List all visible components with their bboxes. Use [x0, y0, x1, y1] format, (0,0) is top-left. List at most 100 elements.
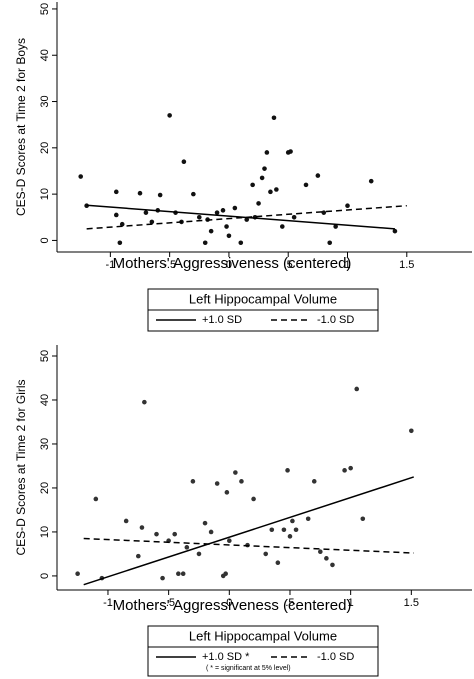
y-tick-label: 30	[39, 438, 51, 450]
point	[271, 115, 277, 121]
point	[303, 182, 309, 188]
point	[244, 217, 250, 222]
point	[142, 399, 147, 405]
x-tick-label: 1.5	[404, 597, 419, 609]
point	[143, 210, 149, 215]
point	[180, 571, 186, 577]
point	[263, 551, 269, 557]
point	[293, 527, 299, 533]
point	[223, 571, 228, 577]
point	[149, 219, 155, 225]
point	[256, 201, 261, 206]
legend-label: -1.0 SD	[317, 651, 354, 663]
y-tick-label: 10	[39, 526, 51, 538]
point	[318, 549, 323, 555]
point	[214, 210, 220, 215]
x-axis-title: Mothers' Aggressiveness (centered)	[113, 255, 352, 272]
point	[348, 465, 353, 471]
point	[190, 479, 196, 484]
x-tick-label: 0	[226, 259, 232, 271]
x-tick-label: 1	[344, 259, 350, 271]
x-axis-title: Mothers' Aggressiveness (centered)	[113, 597, 352, 614]
point	[224, 224, 229, 229]
point	[345, 203, 350, 209]
point	[136, 553, 141, 559]
y-axis-title: CES-D Scores at Time 2 for Girls	[14, 379, 28, 555]
legend-note: ( * = significant at 5% level)	[206, 665, 291, 672]
point	[119, 221, 125, 227]
point	[268, 189, 273, 195]
point	[333, 224, 338, 229]
point	[139, 525, 145, 530]
point	[305, 516, 311, 522]
x-tick-label: -.5	[163, 259, 176, 271]
point	[78, 174, 84, 179]
point	[368, 178, 374, 184]
legend-label: +1.0 SD *	[202, 651, 250, 663]
y-tick-label: 10	[39, 188, 51, 200]
point	[251, 496, 256, 502]
point	[226, 233, 232, 239]
point	[287, 534, 293, 539]
point	[311, 479, 317, 484]
point	[75, 571, 80, 577]
y-tick-label: 20	[39, 482, 51, 494]
point	[208, 228, 214, 234]
point	[202, 240, 208, 246]
point	[93, 496, 99, 502]
point	[321, 210, 327, 215]
legend-label: +1.0 SD	[202, 314, 242, 326]
point	[409, 428, 414, 434]
point	[279, 224, 285, 229]
point	[113, 189, 119, 195]
point	[214, 481, 220, 486]
x-tick-label: 0	[226, 597, 232, 609]
point	[315, 173, 321, 178]
y-tick-label: 50	[39, 3, 51, 15]
point	[181, 159, 187, 165]
point	[238, 240, 244, 246]
point	[324, 556, 329, 561]
point	[157, 192, 163, 198]
x-tick-label: -1	[105, 259, 115, 271]
point	[172, 531, 178, 537]
point	[330, 562, 335, 568]
point	[239, 479, 244, 484]
point	[191, 191, 196, 197]
point	[160, 575, 165, 581]
point	[360, 516, 366, 522]
y-tick-label: 30	[39, 95, 51, 107]
point	[202, 520, 208, 526]
point	[274, 187, 279, 192]
point	[208, 529, 214, 535]
fit-line	[83, 537, 414, 554]
point	[392, 228, 398, 234]
point	[275, 560, 281, 566]
point	[291, 214, 297, 220]
point	[285, 468, 290, 473]
y-tick-label: 20	[39, 142, 51, 154]
point	[196, 551, 202, 557]
point	[354, 386, 360, 392]
point	[196, 214, 202, 220]
point	[184, 545, 190, 550]
y-tick-label: 40	[39, 394, 51, 406]
y-tick-label: 50	[39, 350, 51, 362]
point	[288, 149, 293, 154]
point	[117, 240, 123, 246]
legend-box	[147, 625, 379, 677]
y-axis-title: CES-D Scores at Time 2 for Boys	[14, 38, 28, 216]
point	[224, 490, 230, 495]
y-tick-label: 0	[39, 573, 51, 579]
point	[232, 205, 238, 211]
point	[123, 518, 129, 524]
point	[269, 527, 275, 533]
point	[259, 175, 265, 181]
point	[233, 470, 238, 475]
point	[167, 113, 172, 118]
legend-label: -1.0 SD	[317, 314, 354, 326]
y-tick-label: 40	[39, 49, 51, 61]
point	[327, 240, 333, 246]
fit-line	[86, 204, 407, 230]
